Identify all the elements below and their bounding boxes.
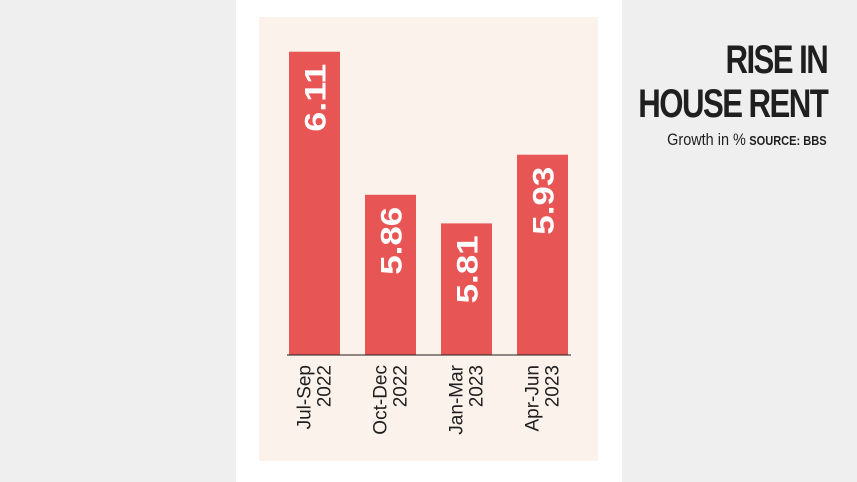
chart-subtitle: Growth in % SOURCE: BBS [668,130,827,150]
bar-2 [365,194,416,355]
bar-value-label-3: 5.81 [452,235,485,303]
bar-3 [441,223,492,355]
subtitle-text: Growth in % [667,130,747,149]
x-tick-label-4: Apr-Jun2023 [523,365,564,432]
x-tick-label-1: Jul-Sep2022 [295,365,336,429]
x-tick-label-3: Jan-Mar2023 [447,364,488,434]
bar-1 [289,51,340,355]
bar-value-label-4: 5.93 [528,167,561,235]
source-text: SOURCE: BBS [749,133,827,148]
bars-group: 6.11 5.86 5.81 5.93 [289,51,568,355]
bar-4 [517,154,568,355]
chart-title: RISE IN HOUSE RENT [638,38,829,126]
x-tick-label-2: Oct-Dec2022 [371,365,412,435]
chart-title-line-1: RISE IN [725,38,828,82]
bar-value-label-2: 5.86 [376,207,409,275]
chart-title-line-2: HOUSE RENT [638,82,829,126]
x-axis-labels: Jul-Sep2022 Oct-Dec2022 Jan-Mar2023 Apr-Jun… [295,364,564,434]
bar-value-label-1: 6.11 [300,64,333,132]
